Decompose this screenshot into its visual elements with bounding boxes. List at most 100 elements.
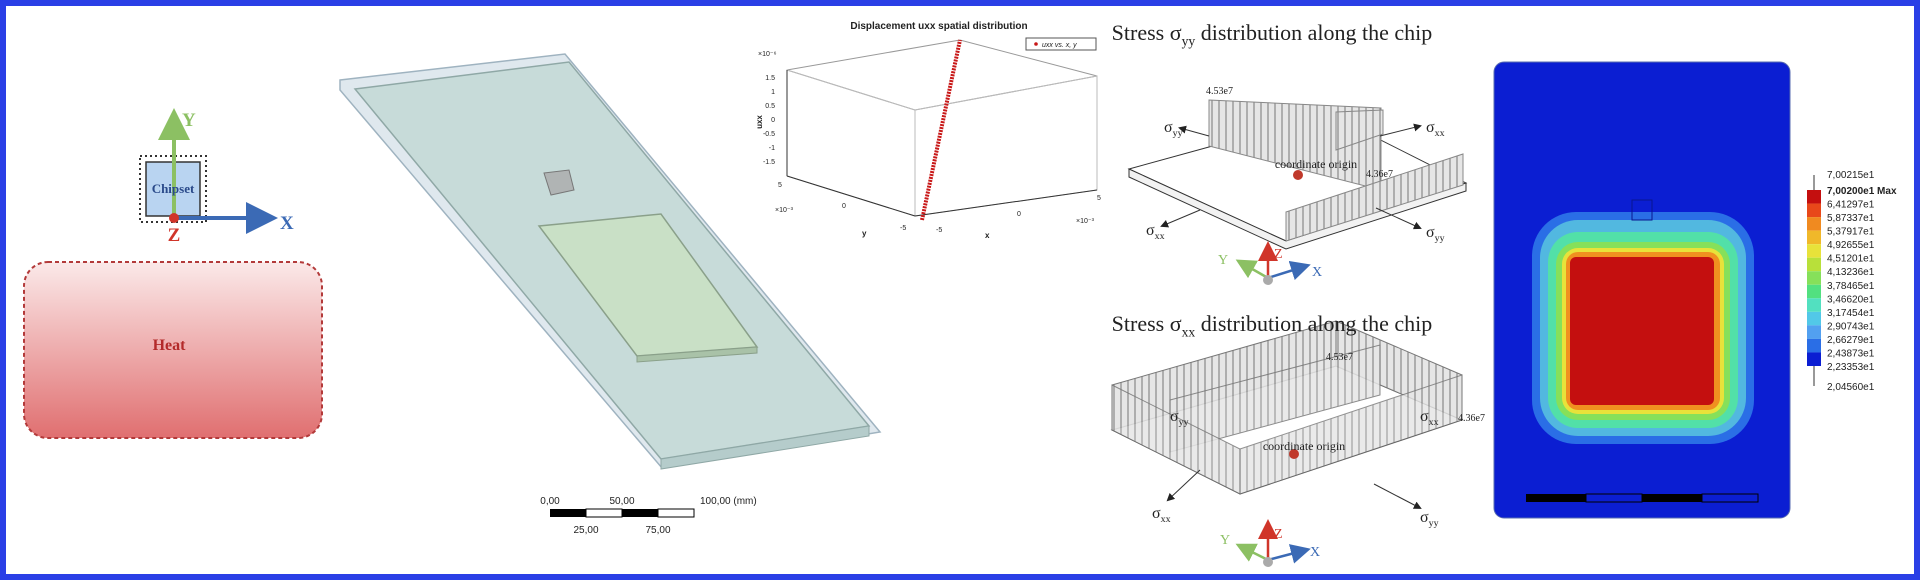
legend-swatch xyxy=(1807,311,1821,326)
scale-bar xyxy=(550,508,695,518)
tick-label: -5 xyxy=(936,227,942,234)
legend-swatch xyxy=(1807,298,1821,312)
origin-label: coordinate origin xyxy=(1263,439,1345,453)
heat-label: Heat xyxy=(153,337,187,354)
sigma-label: σyy xyxy=(1164,119,1183,139)
text-part: σ xyxy=(1164,119,1173,136)
scale-label: 0,00 xyxy=(540,496,560,507)
stress-xx-panel xyxy=(1110,320,1464,567)
text-part: distribution along the chip xyxy=(1195,20,1432,45)
tick-label: -5 xyxy=(900,225,906,232)
scale-label: 75,00 xyxy=(645,525,670,536)
text-part: σ xyxy=(1420,408,1429,425)
plot-title: Displacement uxx spatial distribution xyxy=(850,21,1027,32)
legend-swatch xyxy=(1807,338,1821,353)
tick-label: 1.5 xyxy=(765,75,775,82)
scale-label: 50,00 xyxy=(609,496,634,507)
legend-swatch xyxy=(1807,203,1821,218)
axis-label: Y xyxy=(182,110,196,131)
legend-label: 2,43873e1 xyxy=(1827,348,1875,359)
sigma-label: σyy xyxy=(1170,408,1189,428)
tick-label: 0 xyxy=(771,117,775,124)
axis-label: y xyxy=(862,229,867,238)
subscript: yy xyxy=(1173,128,1183,139)
subscript: xx xyxy=(1155,231,1165,242)
tick-label: 5 xyxy=(1097,195,1101,202)
sigma-label: σxx xyxy=(1426,119,1445,139)
subscript: yy xyxy=(1435,233,1445,244)
tick-label: 0 xyxy=(1017,211,1021,218)
axis-multiplier: ×10⁻⁶ xyxy=(758,51,777,58)
setup-panel xyxy=(23,108,323,439)
tick-label: 1 xyxy=(771,89,775,96)
legend-swatch xyxy=(1807,217,1821,231)
legend-label: 6,41297e1 xyxy=(1827,200,1875,211)
legend-label: 2,90743e1 xyxy=(1827,321,1875,332)
chip-label: Chipset xyxy=(152,181,195,196)
tick-label: 0 xyxy=(842,203,846,210)
legend-swatch xyxy=(1807,257,1821,272)
legend-swatch xyxy=(1807,352,1821,366)
small-chip-outline xyxy=(1631,199,1653,221)
axis-label: Y xyxy=(1218,253,1228,268)
axis-label: Y xyxy=(1220,533,1230,548)
sigma-label: σxx xyxy=(1146,222,1165,242)
tick-label: -1.5 xyxy=(763,159,775,166)
subscript: xx xyxy=(1435,128,1445,139)
legend-label: 7,00215e1 xyxy=(1827,170,1875,181)
subscript: yy xyxy=(1429,518,1439,529)
axis-label: Z xyxy=(168,225,181,246)
axis-multiplier: ×10⁻³ xyxy=(1076,218,1095,225)
scale-label: 100,00 (mm) xyxy=(700,496,757,507)
text-part: Stress σ xyxy=(1112,311,1182,336)
legend-label: 2,66279e1 xyxy=(1827,335,1875,346)
subscript: xx xyxy=(1429,417,1439,428)
text-part: Stress σ xyxy=(1112,20,1182,45)
axis-label: uxx xyxy=(755,115,764,129)
legend-label: 2,23353e1 xyxy=(1827,362,1875,373)
panel-title: Stress σxx distribution along the chip xyxy=(1112,311,1433,340)
legend-box xyxy=(1025,37,1097,51)
axis-label: X xyxy=(1310,545,1320,560)
tick-label: 5 xyxy=(778,182,782,189)
legend-swatch xyxy=(1807,190,1821,204)
legend-label: uxx vs. x, y xyxy=(1042,42,1077,49)
text-part: σ xyxy=(1420,509,1429,526)
legend-label: 5,87337e1 xyxy=(1827,213,1875,224)
uxx-line xyxy=(920,39,962,221)
text-part: σ xyxy=(1426,224,1435,241)
subscript: yy xyxy=(1179,417,1189,428)
origin-dot xyxy=(169,213,179,223)
peak-label: 4.53e7 xyxy=(1326,352,1353,363)
contour-panel xyxy=(1493,61,1791,519)
text-part: distribution along the chip xyxy=(1195,311,1432,336)
legend-swatch xyxy=(1807,271,1821,285)
small-chip xyxy=(543,169,575,196)
legend-swatch xyxy=(1807,284,1821,299)
axis-label: Z xyxy=(1274,527,1283,542)
scale-label: 25,00 xyxy=(573,525,598,536)
legend-label: 3,17454e1 xyxy=(1827,308,1875,319)
legend-label: 2,04560e1 xyxy=(1827,382,1875,393)
text-part: σ xyxy=(1426,119,1435,136)
plate-edge xyxy=(660,425,870,470)
hot-zone xyxy=(1570,257,1714,405)
legend-swatch xyxy=(1807,230,1821,245)
legend-label: 3,78465e1 xyxy=(1827,281,1875,292)
axis-label: x xyxy=(985,231,990,240)
stress-yy-panel xyxy=(1127,99,1468,285)
axis-label: X xyxy=(1312,265,1322,280)
tick-label: 0.5 xyxy=(765,103,775,110)
text-part: σ xyxy=(1146,222,1155,239)
sigma-label: σyy xyxy=(1420,509,1439,529)
model-panel xyxy=(339,53,882,518)
peak-label: 4.53e7 xyxy=(1206,86,1233,97)
peak-label: 4.36e7 xyxy=(1366,169,1393,180)
legend-swatch xyxy=(1807,325,1821,339)
tick-label: -1 xyxy=(769,145,775,152)
subscript: xx xyxy=(1182,325,1196,340)
text-part: σ xyxy=(1170,408,1179,425)
axis-label: X xyxy=(280,213,294,234)
